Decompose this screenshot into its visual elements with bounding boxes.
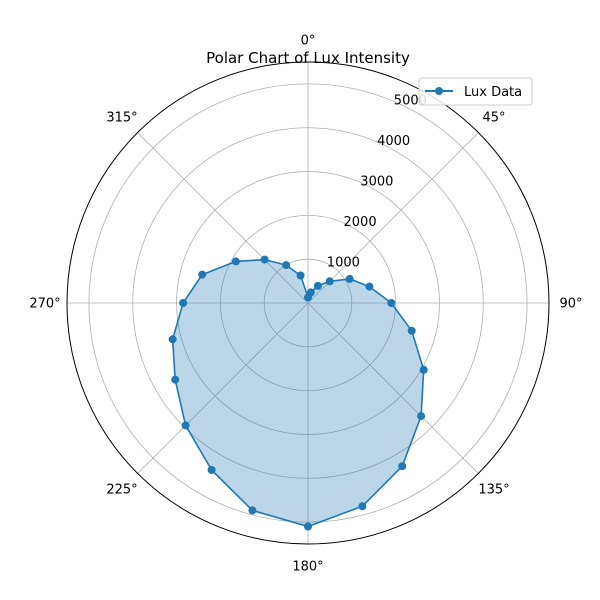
data-point [325, 277, 334, 286]
data-point [198, 270, 207, 279]
data-point [306, 288, 315, 297]
data-point [179, 299, 188, 307]
legend-label: Lux Data [464, 85, 522, 100]
series-fill-area [172, 259, 424, 527]
legend-marker [435, 87, 443, 95]
data-layer [168, 255, 428, 531]
angular-gridline [307, 302, 479, 474]
theta-tick-label: 0° [301, 34, 316, 49]
legend-box [418, 77, 533, 106]
data-point [304, 522, 312, 531]
data-point [260, 255, 269, 264]
axis-labels: 0° 45° 90° 135° 180° 225° 270° 315° 1000 2000 3000… [29, 34, 582, 575]
angular-gridline [307, 132, 479, 304]
data-point [345, 274, 354, 283]
data-point [248, 506, 257, 515]
angular-gridline [137, 132, 309, 304]
data-point [313, 281, 322, 290]
radial-tick-label: 1000 [327, 256, 360, 271]
data-point [207, 466, 216, 474]
data-point [387, 299, 396, 307]
data-point [168, 335, 177, 344]
theta-tick-label: 180° [292, 560, 323, 575]
polar-grid [66, 61, 550, 545]
theta-tick-label: 270° [29, 297, 60, 312]
data-point [398, 462, 407, 471]
theta-tick-label: 135° [478, 483, 509, 498]
angular-gridline [137, 302, 309, 474]
data-point [282, 261, 291, 270]
chart-title: Polar Chart of Lux Intensity [206, 49, 410, 67]
data-point [231, 257, 240, 266]
polar-frame [66, 61, 550, 545]
data-point [417, 412, 426, 421]
data-point [407, 326, 416, 335]
radial-tick-label: 4000 [377, 134, 410, 149]
data-point [181, 421, 190, 430]
data-point [171, 375, 180, 384]
theta-tick-label: 225° [106, 483, 137, 498]
data-point [296, 271, 305, 280]
radial-tick-label: 2000 [344, 215, 377, 230]
data-point [365, 282, 374, 291]
theta-tick-label: 315° [106, 111, 137, 126]
data-point [419, 365, 428, 374]
theta-tick-label: 90° [559, 297, 582, 312]
radial-tick-label: 3000 [360, 175, 393, 190]
legend: Lux Data [418, 77, 533, 106]
theta-tick-label: 45° [482, 111, 505, 126]
data-point [358, 502, 367, 511]
